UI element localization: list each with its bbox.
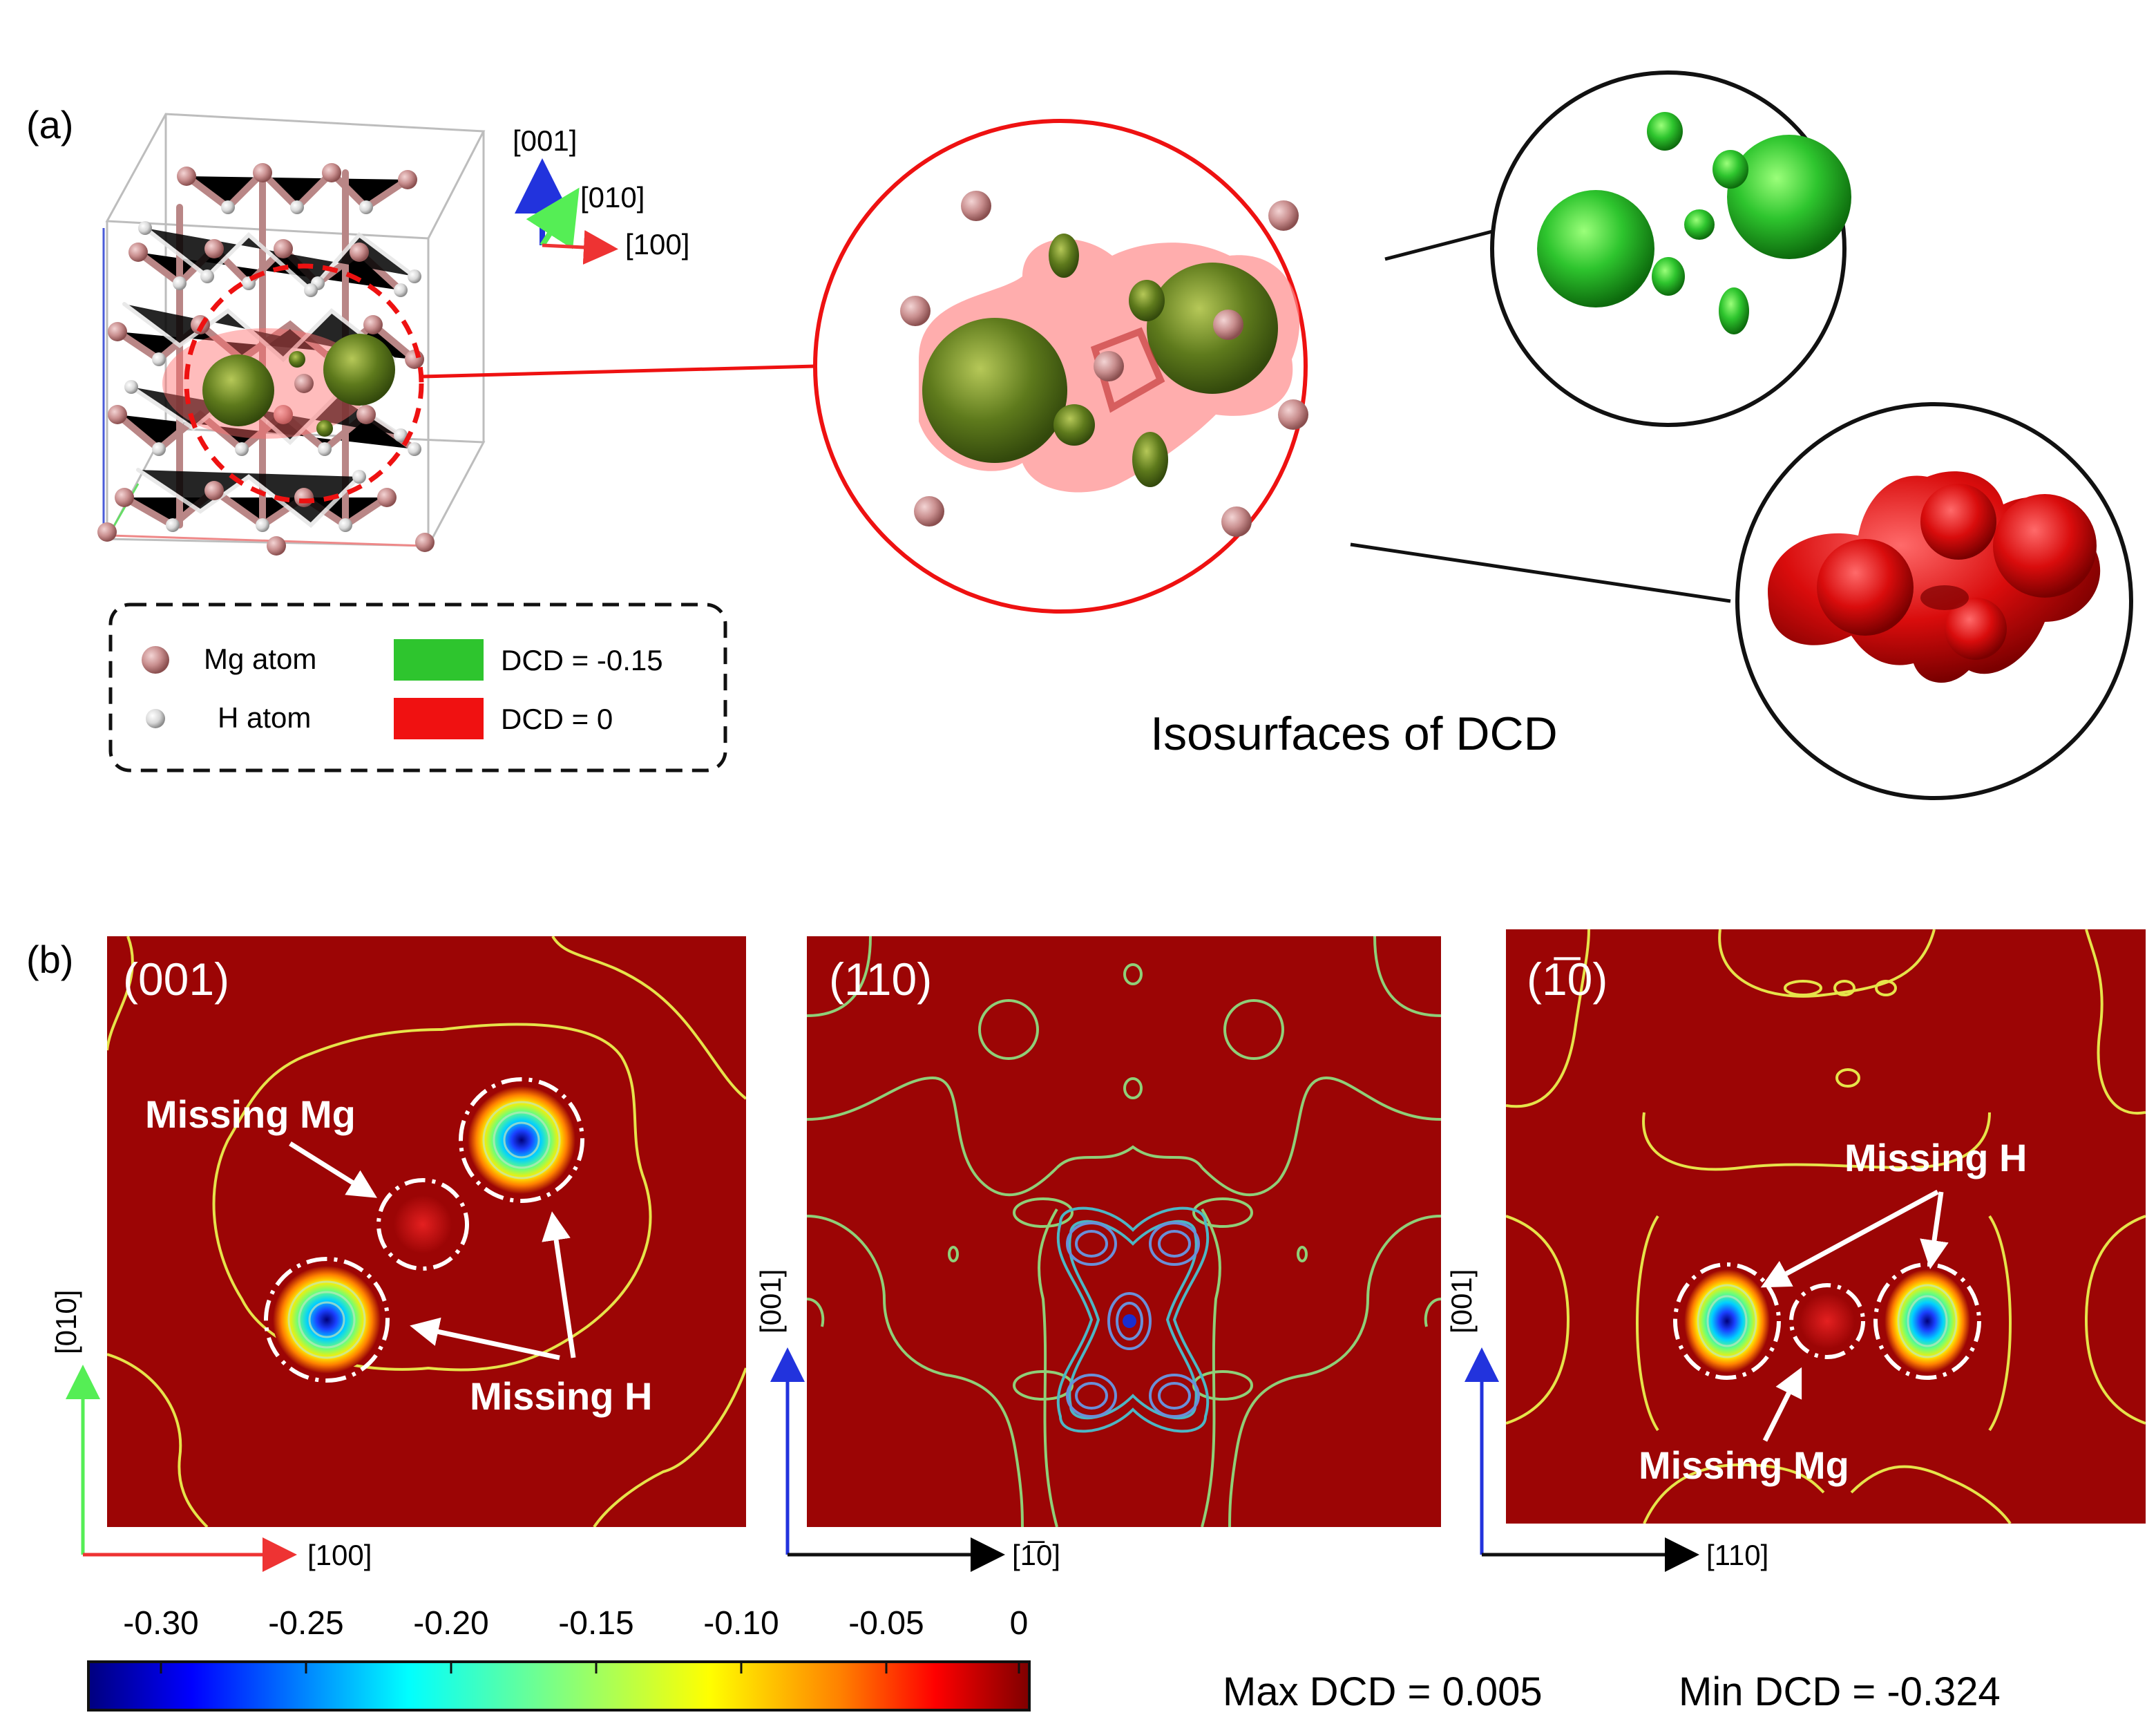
map-1-10: (1̅0) Missing H Missing Mg	[1506, 929, 2146, 1524]
colorbar-tick: -0.25	[268, 1605, 343, 1642]
map-110-x-axis: [1̅0]	[1012, 1539, 1060, 1571]
colorbar: -0.30 -0.25 -0.20 -0.15 -0.10 -0.05 0	[87, 1605, 1031, 1712]
missing-mg-marker	[376, 1178, 469, 1271]
mg-atom-swatch	[142, 646, 169, 674]
missing-mg-label: Missing Mg	[145, 1092, 356, 1136]
legend: Mg atom H atom DCD = -0.15 DCD = 0	[108, 603, 727, 772]
isosurface-title: Isosurfaces of DCD	[1150, 708, 1558, 760]
green-isosurface	[1490, 70, 1851, 427]
legend-red-label: DCD = 0	[501, 703, 613, 735]
map-001-y-axis: [010]	[50, 1290, 82, 1354]
axis-label-010: [010]	[580, 181, 645, 214]
min-dcd: Min DCD = -0.324	[1679, 1669, 2001, 1714]
map-1-10-x-axis: [110]	[1706, 1539, 1768, 1571]
map-001-x-axis: [100]	[307, 1539, 372, 1571]
plane-label-110: (110)	[829, 954, 932, 1005]
missing-h-label: Missing H	[1844, 1136, 2027, 1179]
colorbar-tick: 0	[1010, 1605, 1029, 1642]
missing-h-marker	[1673, 1262, 1781, 1380]
missing-h-label: Missing H	[470, 1374, 652, 1418]
legend-mg-label: Mg atom	[204, 643, 316, 675]
legend-green-label: DCD = -0.15	[501, 644, 663, 676]
colorbar-tick: -0.05	[848, 1605, 924, 1642]
legend-h-label: H atom	[218, 701, 311, 734]
colorbar-tick: -0.20	[413, 1605, 488, 1642]
red-swatch	[394, 698, 484, 739]
crystal-structure	[97, 113, 486, 556]
colorbar-tick: -0.30	[123, 1605, 198, 1642]
h-atom-swatch	[146, 709, 165, 728]
missing-mg-marker	[1789, 1283, 1865, 1359]
panel-a-label: (a)	[26, 103, 73, 146]
map-110: (110)	[807, 936, 1441, 1527]
panel-b-label: (b)	[26, 938, 73, 981]
colorbar-tick: -0.10	[703, 1605, 779, 1642]
mg-atoms	[97, 163, 435, 556]
red-isosurface	[1735, 402, 2133, 800]
map-001: (001) Missing Mg Missing H	[107, 936, 746, 1527]
axis-label-001: [001]	[513, 124, 577, 157]
map-110-y-axis: [001]	[754, 1269, 787, 1334]
plane-label-001: (001)	[123, 954, 229, 1005]
max-dcd: Max DCD = 0.005	[1223, 1669, 1543, 1714]
axes-triad: [001] [010] [100]	[513, 124, 689, 265]
magnified-defect	[813, 119, 1308, 614]
colorbar-tick: -0.15	[558, 1605, 633, 1642]
axis-label-100: [100]	[625, 228, 689, 260]
missing-h-marker	[264, 1257, 390, 1383]
green-swatch	[394, 639, 484, 681]
plane-label-1-10: (1̅0)	[1527, 954, 1608, 1005]
defect-highlight-circle	[184, 263, 424, 504]
missing-h-marker	[1873, 1262, 1981, 1380]
missing-h-marker	[459, 1077, 584, 1203]
map-1-10-y-axis: [001]	[1445, 1269, 1478, 1334]
missing-mg-label: Missing Mg	[1639, 1443, 1849, 1487]
